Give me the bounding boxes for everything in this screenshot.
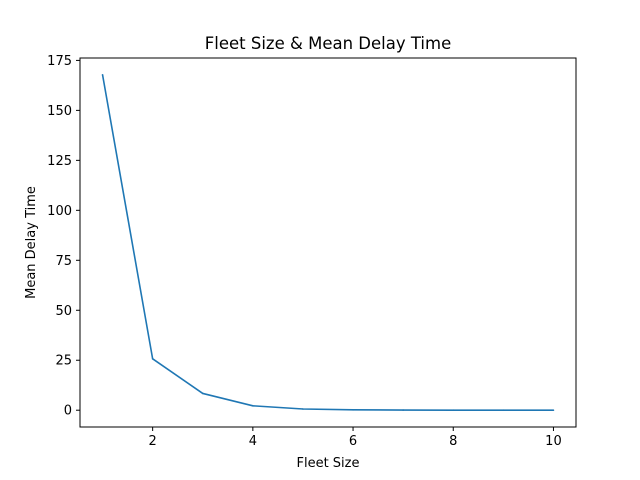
data-point — [402, 409, 404, 411]
chart-title: Fleet Size & Mean Delay Time — [205, 34, 451, 53]
data-point — [352, 409, 354, 411]
y-axis-label: Mean Delay Time — [24, 186, 39, 299]
y-tick-label: 50 — [55, 304, 72, 319]
data-point — [302, 408, 304, 410]
data-point — [552, 409, 555, 412]
axes-frame — [79, 57, 577, 428]
data-point — [502, 409, 505, 411]
series-line-0 — [101, 74, 554, 412]
y-tick-label: 25 — [55, 354, 72, 369]
data-point — [201, 392, 204, 395]
x-axis-label: Fleet Size — [296, 456, 359, 471]
data-point — [252, 405, 254, 407]
y-tick-label: 100 — [47, 204, 72, 219]
data-point — [452, 409, 455, 411]
plot-background — [80, 58, 576, 427]
plot-area — [80, 58, 576, 427]
y-tick-label: 125 — [47, 154, 72, 169]
y-tick-label: 175 — [47, 54, 72, 69]
x-axis-ticks: 2 4 6 8 10 — [149, 427, 562, 449]
data-point — [101, 73, 104, 76]
y-tick-label: 75 — [55, 254, 72, 269]
x-tick-label: 2 — [149, 434, 157, 449]
data-point — [151, 358, 154, 360]
series-layer — [101, 73, 555, 412]
y-tick-label: 0 — [64, 404, 72, 419]
x-tick-label: 4 — [249, 434, 257, 449]
x-tick-label: 8 — [449, 434, 457, 449]
axes-layer — [79, 57, 577, 428]
y-tick-label: 150 — [47, 104, 72, 119]
x-tick-label: 6 — [349, 434, 357, 449]
x-tick-label: 10 — [545, 434, 562, 449]
y-axis-ticks: 0 25 50 75 100 125 150 175 — [47, 54, 80, 419]
